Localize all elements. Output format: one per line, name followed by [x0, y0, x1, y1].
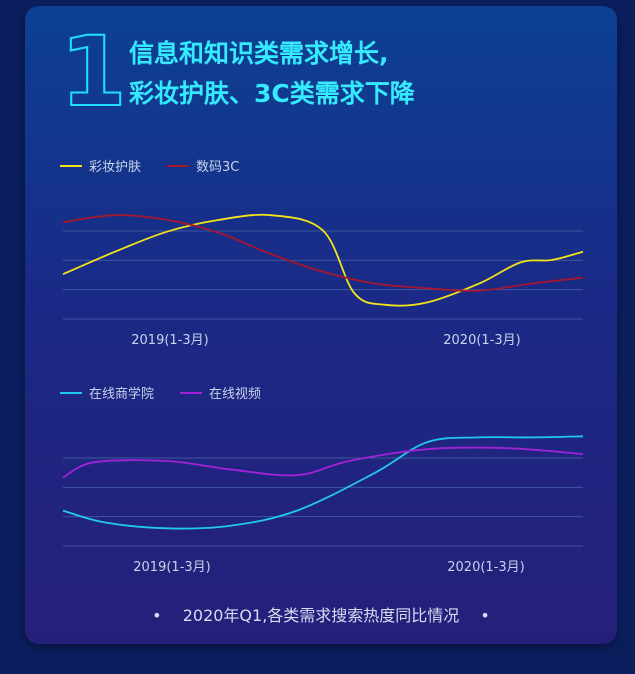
chart2-legend: 在线商学院 在线视频	[60, 383, 287, 402]
infographic-card: 1 信息和知识类需求增长, 彩妆护肤、3C类需求下降 彩妆护肤 数码3C 201…	[25, 6, 617, 644]
legend-swatch-business-school	[60, 391, 82, 394]
chart1-series-line-0	[62, 213, 584, 307]
legend-label-cosmetics: 彩妆护肤	[89, 160, 142, 175]
chart-2: 2019(1-3月) 2020(1-3月)	[62, 435, 584, 575]
caption-bullet-left: •	[152, 606, 162, 625]
legend-item-cosmetics: 彩妆护肤	[60, 156, 141, 175]
legend-item-business-school: 在线商学院	[60, 383, 154, 402]
chart-caption: • 2020年Q1,各类需求搜索热度同比情况 •	[25, 602, 617, 626]
section-title: 信息和知识类需求增长, 彩妆护肤、3C类需求下降	[129, 34, 415, 114]
title-line-2: 彩妆护肤、3C类需求下降	[129, 79, 415, 108]
caption-text: 2020年Q1,各类需求搜索热度同比情况	[182, 606, 460, 625]
chart2-tick-label-2020: 2020(1-3月)	[447, 560, 524, 575]
legend-label-business-school: 在线商学院	[89, 387, 155, 402]
legend-label-digital: 数码3C	[196, 160, 240, 175]
legend-swatch-cosmetics	[60, 164, 82, 167]
chart2-series-line-0	[62, 435, 584, 530]
chart1-tick-label-2019: 2019(1-3月)	[131, 333, 208, 348]
legend-swatch-digital	[167, 164, 190, 167]
chart1-series-line-1	[62, 214, 584, 292]
section-number: 1	[59, 16, 128, 128]
chart2-series-line-1	[62, 446, 584, 479]
legend-label-video: 在线视频	[209, 387, 262, 402]
chart1-tick-label-2020: 2020(1-3月)	[443, 333, 520, 348]
caption-bullet-right: •	[480, 606, 490, 625]
chart2-tick-label-2019: 2019(1-3月)	[133, 560, 210, 575]
title-line-1: 信息和知识类需求增长,	[129, 39, 389, 68]
chart1-legend: 彩妆护肤 数码3C	[60, 156, 265, 175]
legend-item-digital: 数码3C	[167, 156, 239, 175]
legend-swatch-video	[180, 391, 203, 394]
chart-1: 2019(1-3月) 2020(1-3月)	[62, 213, 584, 348]
legend-item-video: 在线视频	[180, 383, 261, 402]
